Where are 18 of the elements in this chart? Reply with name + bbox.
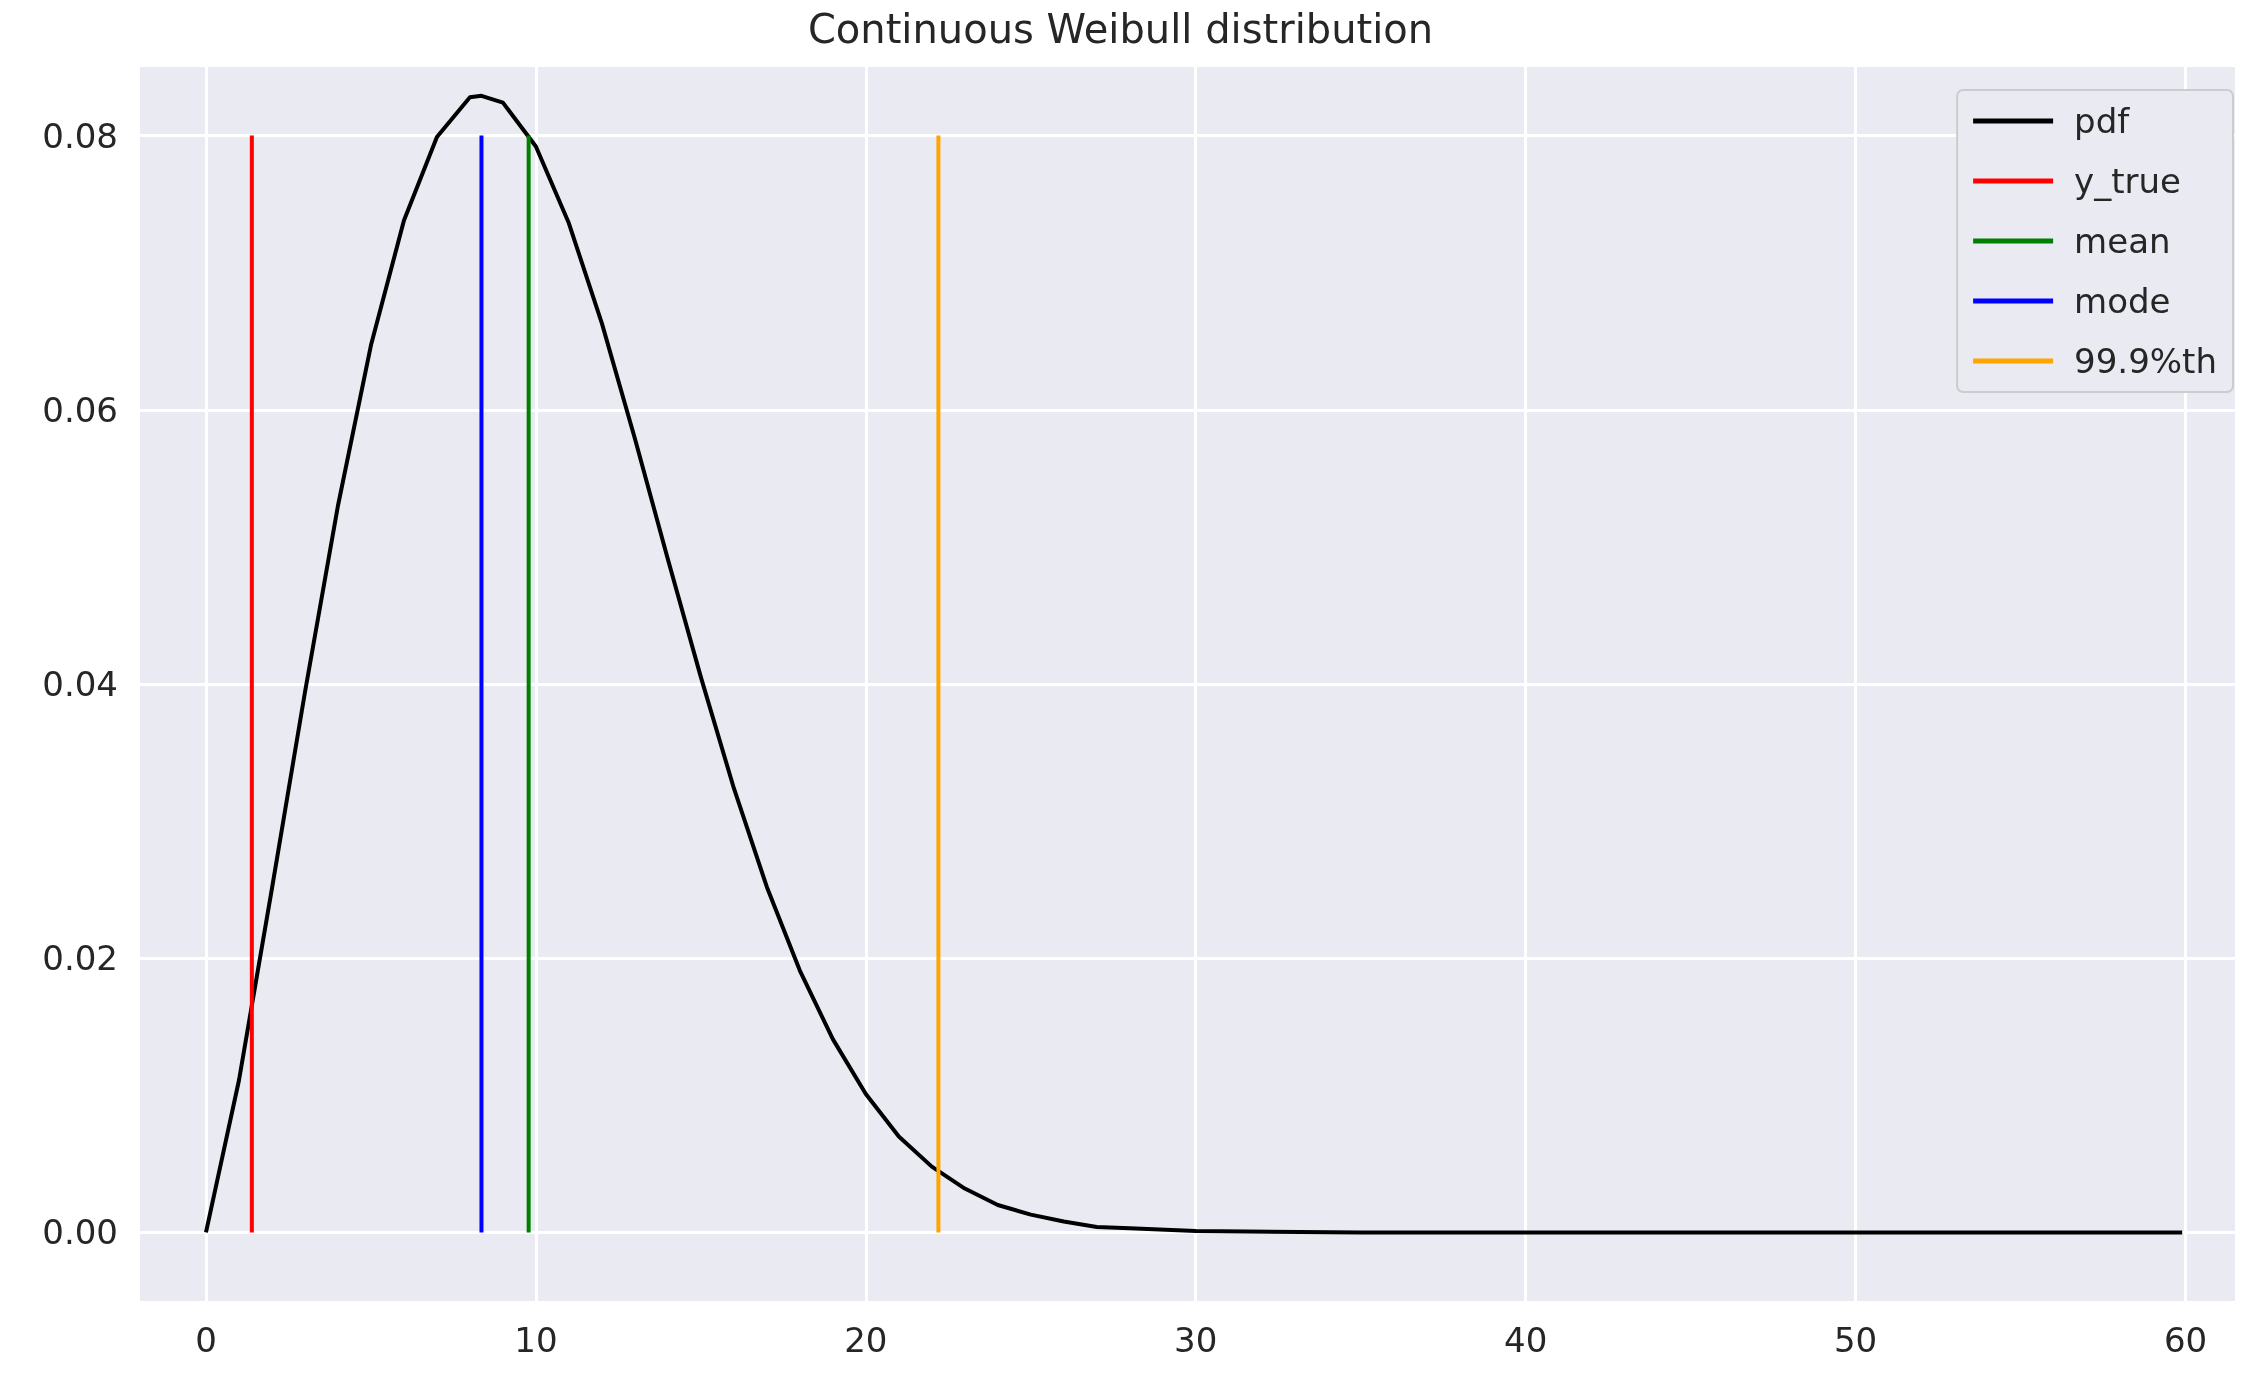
x-tick-label: 20 (844, 1320, 888, 1360)
x-tick-label: 10 (514, 1320, 558, 1360)
x-tick-label: 30 (1174, 1320, 1218, 1360)
y-tick-label: 0.06 (42, 389, 118, 430)
chart-title: Continuous Weibull distribution (807, 6, 1434, 52)
y-tick-label: 0.08 (42, 115, 118, 156)
legend-label: 99.9%th (2074, 341, 2217, 381)
x-tick-label: 60 (2163, 1320, 2208, 1360)
y-tick-label: 0.00 (42, 1212, 118, 1253)
y-tick-label: 0.02 (42, 938, 118, 979)
y-tick-label: 0.04 (42, 664, 118, 704)
legend-label: pdf (2074, 101, 2131, 141)
legend-label: y_true (2074, 161, 2182, 201)
x-tick-label: 40 (1504, 1320, 1548, 1360)
x-tick-label: 0 (195, 1320, 217, 1360)
legend-label: mean (2074, 221, 2171, 261)
x-tick-label: 50 (1833, 1320, 1878, 1360)
legend-label: mode (2074, 281, 2171, 321)
